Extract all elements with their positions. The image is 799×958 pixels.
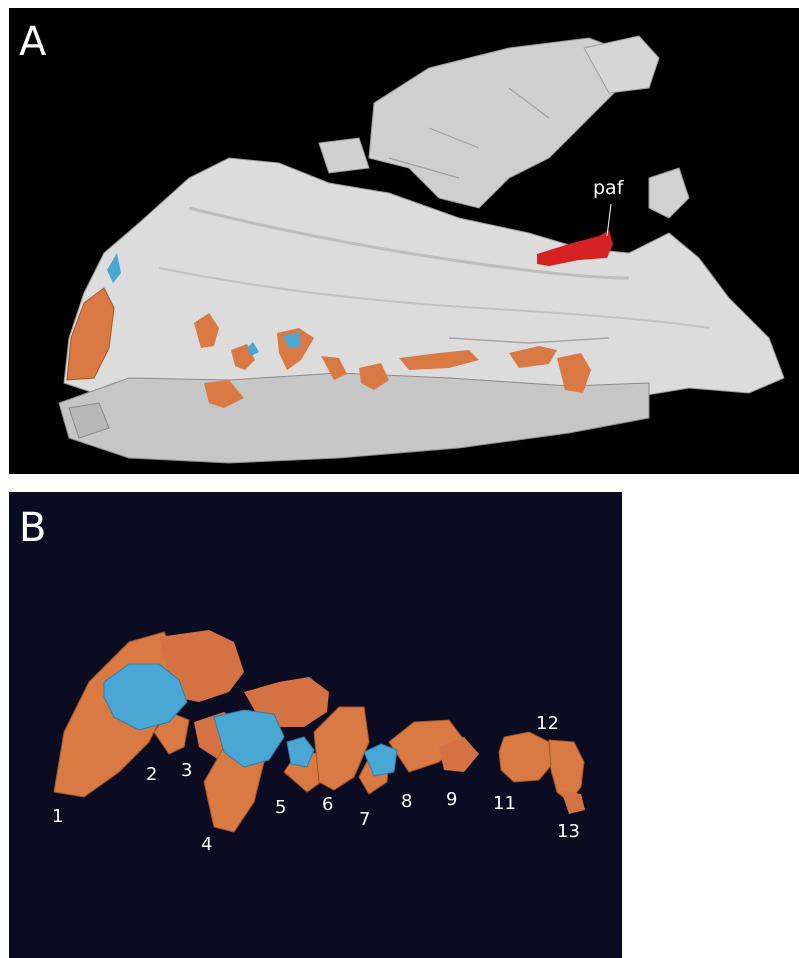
replacement-tooth bbox=[363, 743, 398, 777]
tooth bbox=[399, 350, 479, 370]
replacement-tooth bbox=[286, 736, 315, 768]
tooth bbox=[66, 287, 115, 381]
tooth-label-3: 3 bbox=[181, 760, 193, 781]
tooth-label-4: 4 bbox=[201, 834, 213, 855]
tooth-label-9: 9 bbox=[446, 789, 458, 810]
tooth-label-11: 11 bbox=[493, 793, 516, 814]
tooth-label-5: 5 bbox=[275, 797, 287, 818]
tooth-9 bbox=[439, 737, 479, 772]
tooth bbox=[204, 380, 244, 408]
tooth bbox=[283, 332, 301, 348]
panel-b-letter: B bbox=[19, 505, 47, 551]
bone-fragment bbox=[318, 137, 370, 174]
tooth-label-13: 13 bbox=[557, 821, 580, 842]
dentition-render bbox=[53, 630, 585, 833]
paf-annotation: paf bbox=[593, 177, 624, 199]
tooth-label-1: 1 bbox=[52, 806, 64, 827]
tooth bbox=[359, 363, 389, 390]
tooth bbox=[247, 342, 259, 356]
bone-fragment bbox=[368, 37, 630, 209]
panel-b: B 1 2 3 4 5 6 7 8 9 11 12 13 bbox=[9, 492, 622, 958]
tooth-13 bbox=[561, 790, 585, 814]
tooth-label-7: 7 bbox=[359, 809, 371, 830]
tooth-label-2: 2 bbox=[146, 764, 158, 785]
tooth bbox=[509, 346, 557, 368]
tooth bbox=[321, 356, 347, 380]
paf-leader bbox=[606, 203, 612, 237]
bone-fragment bbox=[648, 167, 690, 219]
replacement-tooth bbox=[103, 663, 188, 731]
paf-highlight bbox=[537, 230, 613, 266]
tooth-11 bbox=[498, 731, 555, 783]
replacement-tooth bbox=[213, 709, 285, 768]
tooth bbox=[107, 253, 121, 283]
bone-debris bbox=[68, 402, 110, 439]
tooth bbox=[557, 353, 591, 393]
bone-fragment bbox=[583, 35, 660, 94]
tooth bbox=[194, 313, 219, 348]
skull-render bbox=[58, 35, 785, 464]
tooth-label-12: 12 bbox=[536, 713, 559, 734]
tooth-6 bbox=[313, 706, 370, 791]
tooth-label-6: 6 bbox=[322, 794, 334, 815]
tooth-label-8: 8 bbox=[401, 791, 413, 812]
panel-a-letter: A bbox=[19, 19, 47, 65]
panel-a: A paf bbox=[9, 8, 799, 474]
bone-debris bbox=[58, 372, 650, 464]
